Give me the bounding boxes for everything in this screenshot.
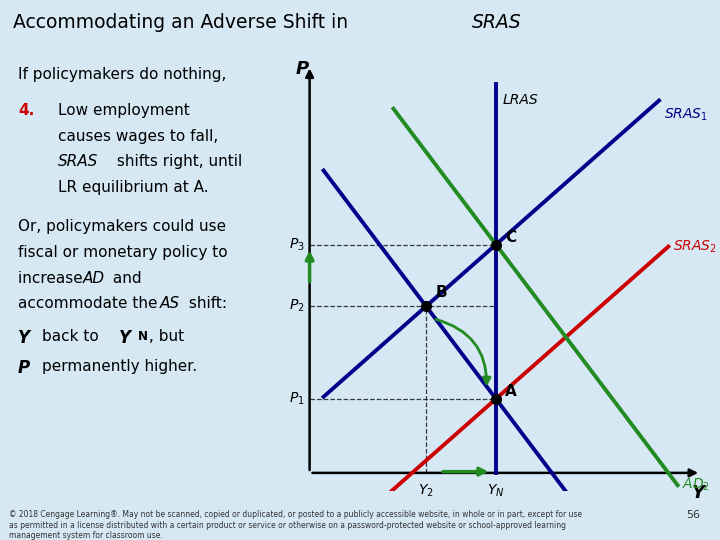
Text: , but: , but	[149, 329, 184, 345]
Text: If policymakers do nothing,: If policymakers do nothing,	[18, 68, 226, 83]
Text: 4.: 4.	[18, 103, 35, 118]
Text: $SRAS_1$: $SRAS_1$	[664, 107, 708, 123]
Text: $P_2$: $P_2$	[289, 298, 305, 314]
Text: C: C	[505, 230, 516, 245]
Text: P: P	[18, 359, 30, 377]
Text: causes wages to fall,: causes wages to fall,	[58, 129, 218, 144]
Text: 56: 56	[686, 510, 700, 521]
Text: $P_3$: $P_3$	[289, 237, 305, 253]
Text: LRAS: LRAS	[503, 93, 539, 107]
Text: A: A	[505, 384, 517, 399]
Text: N: N	[138, 330, 148, 343]
Text: P: P	[296, 60, 309, 78]
Text: LR equilibrium at A.: LR equilibrium at A.	[58, 180, 208, 195]
Text: $Y_2$: $Y_2$	[418, 482, 434, 498]
Text: permanently higher.: permanently higher.	[42, 359, 197, 374]
Text: $Y_N$: $Y_N$	[487, 482, 505, 498]
Text: and: and	[108, 271, 142, 286]
Text: SRAS: SRAS	[58, 154, 98, 170]
Text: Y: Y	[18, 329, 30, 347]
Text: $SRAS_2$: $SRAS_2$	[673, 238, 717, 255]
Text: shift:: shift:	[184, 296, 227, 312]
Text: Accommodating an Adverse Shift in: Accommodating an Adverse Shift in	[13, 14, 354, 32]
Text: Low employment: Low employment	[58, 103, 189, 118]
Text: $P_1$: $P_1$	[289, 390, 305, 407]
Text: Or, policymakers could use: Or, policymakers could use	[18, 219, 226, 234]
Text: shifts right, until: shifts right, until	[112, 154, 242, 170]
Text: © 2018 Cengage Learning®. May not be scanned, copied or duplicated, or posted to: © 2018 Cengage Learning®. May not be sca…	[9, 510, 582, 540]
Text: AD: AD	[83, 271, 105, 286]
Text: Y: Y	[692, 484, 705, 502]
Text: Y: Y	[119, 329, 131, 347]
Text: B: B	[436, 285, 447, 300]
Text: SRAS: SRAS	[472, 14, 521, 32]
Text: fiscal or monetary policy to: fiscal or monetary policy to	[18, 245, 228, 260]
Text: $AD_2$: $AD_2$	[683, 477, 711, 494]
Text: AS: AS	[160, 296, 180, 312]
Text: increase: increase	[18, 271, 88, 286]
Text: back to: back to	[42, 329, 104, 345]
Text: accommodate the: accommodate the	[18, 296, 163, 312]
